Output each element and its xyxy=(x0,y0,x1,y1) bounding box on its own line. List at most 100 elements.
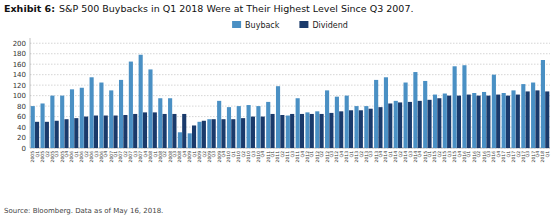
bar xyxy=(535,90,539,148)
x-tick-label: 2006Q2 xyxy=(79,151,89,163)
x-tick-label: 2005Q1 xyxy=(30,151,40,163)
bar xyxy=(192,125,196,148)
grid-line xyxy=(30,95,550,96)
bar xyxy=(60,96,64,148)
bar xyxy=(237,106,241,148)
bar xyxy=(394,101,398,148)
x-tick-label: 2009Q2 xyxy=(197,151,207,163)
bar xyxy=(496,95,500,148)
bar xyxy=(492,75,496,148)
bar xyxy=(541,60,545,148)
bar xyxy=(217,101,221,148)
legend: BuybackDividend xyxy=(232,21,348,30)
x-tick-label: 2007Q3 xyxy=(128,151,138,163)
bar xyxy=(148,69,152,148)
bar xyxy=(413,72,417,148)
bar xyxy=(378,107,382,148)
grid xyxy=(30,43,550,148)
chart: Exhibit 6:S&P 500 Buybacks in Q1 2018 We… xyxy=(0,0,557,217)
x-tick-label: 2015Q3 xyxy=(442,151,452,163)
bar xyxy=(447,96,451,148)
bar xyxy=(90,77,94,148)
bar xyxy=(119,80,123,148)
grid-line xyxy=(30,137,550,138)
x-tick-label: 2016Q4 xyxy=(491,151,501,163)
bar xyxy=(339,111,343,148)
bar xyxy=(286,116,290,148)
bar xyxy=(172,114,176,148)
x-tick-label: 2010Q1 xyxy=(226,151,236,163)
bar xyxy=(31,106,35,148)
y-tick-label: 140 xyxy=(13,71,26,79)
bar xyxy=(427,100,431,148)
y-tick-label: 180 xyxy=(13,50,26,58)
x-tick-label: 2014Q3 xyxy=(403,151,413,163)
bar xyxy=(182,114,186,148)
bar xyxy=(251,117,255,148)
legend-label: Dividend xyxy=(312,21,348,30)
x-tick-label: 2013Q2 xyxy=(354,151,364,163)
bar xyxy=(364,106,368,148)
bar xyxy=(404,83,408,148)
x-tick-label: 2015Q4 xyxy=(452,151,462,163)
bar xyxy=(227,107,231,148)
y-tick-label: 200 xyxy=(13,40,26,48)
x-tick-label: 2017Q2 xyxy=(511,151,521,163)
x-tick-label: 2010Q3 xyxy=(246,151,256,163)
bar xyxy=(94,116,98,148)
x-tick-label: 2014Q4 xyxy=(413,151,423,163)
bar xyxy=(113,116,117,148)
bar xyxy=(443,94,447,148)
y-tick-label: 20 xyxy=(17,134,26,142)
y-tick-label: 40 xyxy=(17,124,26,132)
x-tick-label: 2013Q1 xyxy=(344,151,354,163)
bar xyxy=(345,96,349,148)
bar xyxy=(521,84,525,148)
bar xyxy=(129,62,133,148)
bar xyxy=(123,115,127,148)
bar xyxy=(266,102,270,148)
x-tick-label: 2012Q4 xyxy=(334,151,344,163)
bar xyxy=(280,115,284,148)
bar xyxy=(84,117,88,148)
bar xyxy=(202,121,206,148)
bar xyxy=(437,98,441,148)
x-tick-label: 2009Q1 xyxy=(187,151,197,163)
bar xyxy=(143,112,147,148)
bar xyxy=(231,119,235,148)
bar xyxy=(335,97,339,148)
bar xyxy=(168,98,172,148)
x-tick-label: 2008Q2 xyxy=(158,151,168,163)
x-tick-label: 2007Q2 xyxy=(118,151,128,163)
title: Exhibit 6:S&P 500 Buybacks in Q1 2018 We… xyxy=(4,3,413,14)
bar xyxy=(276,86,280,148)
bar xyxy=(241,118,245,148)
grid-line xyxy=(30,64,550,65)
bar xyxy=(197,122,201,148)
bar xyxy=(472,93,476,148)
x-tick-label: 2008Q3 xyxy=(168,151,178,163)
x-tick-label: 2005Q3 xyxy=(50,151,60,163)
x-tick-label: 2016Q2 xyxy=(472,151,482,163)
bar xyxy=(99,83,103,148)
x-tick-label: 2015Q2 xyxy=(432,151,442,163)
grid-line xyxy=(30,127,550,128)
x-tick-label: 2011Q2 xyxy=(275,151,285,163)
bar xyxy=(45,122,49,148)
x-tick-label: 2017Q4 xyxy=(531,151,541,163)
bar xyxy=(207,119,211,148)
bar xyxy=(178,132,182,148)
grid-line xyxy=(30,106,550,107)
x-tick-label: 2017Q3 xyxy=(521,151,531,163)
subtitle: S&P 500 Buybacks in Q1 2018 Were at Thei… xyxy=(59,3,414,14)
bar xyxy=(256,106,260,148)
bar xyxy=(40,103,44,148)
grid-line xyxy=(30,148,550,149)
bar xyxy=(261,117,265,148)
bar xyxy=(55,121,59,148)
bar xyxy=(163,114,167,148)
x-tick-label-line: Q1 xyxy=(545,151,550,158)
y-tick-label: 0 xyxy=(22,145,26,153)
x-tick-label: 2006Q3 xyxy=(89,151,99,163)
x-tick-label: 2016Q3 xyxy=(482,151,492,163)
